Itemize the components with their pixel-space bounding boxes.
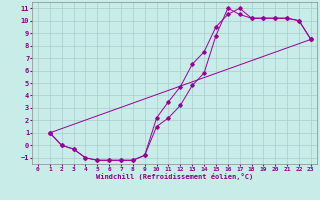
X-axis label: Windchill (Refroidissement éolien,°C): Windchill (Refroidissement éolien,°C) [96, 173, 253, 180]
